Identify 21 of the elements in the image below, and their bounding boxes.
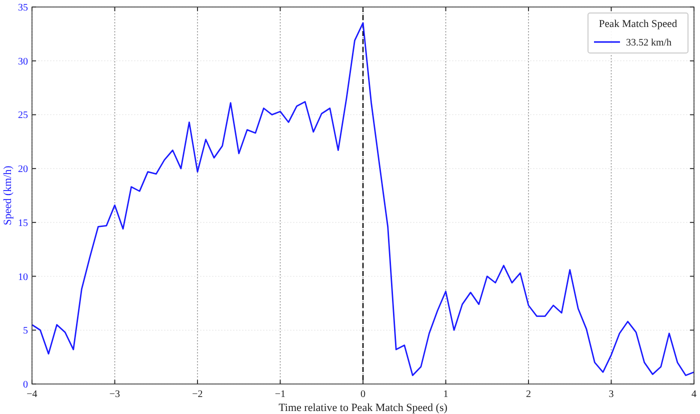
x-tick-label: 3 xyxy=(608,389,614,400)
y-tick-label: 30 xyxy=(18,56,28,68)
y-axis-title: Speed (km/h) xyxy=(2,165,14,226)
x-tick-label: −3 xyxy=(109,389,120,400)
y-tick-label: 15 xyxy=(18,218,28,229)
x-tick-label: 1 xyxy=(443,389,448,400)
x-tick-label: 0 xyxy=(360,389,366,400)
legend-title: Peak Match Speed xyxy=(598,19,678,30)
y-tick-label: 35 xyxy=(18,2,28,14)
y-tick-label: 0 xyxy=(23,380,28,390)
y-tick-label: 20 xyxy=(18,164,28,176)
y-tick-label: 10 xyxy=(18,272,28,283)
legend-label: 33.52 km/h xyxy=(626,38,672,48)
x-tick-label: −1 xyxy=(274,389,286,400)
y-tick-label: 25 xyxy=(18,110,28,122)
x-tick-label: −4 xyxy=(26,389,38,400)
x-tick-label: 4 xyxy=(692,389,696,400)
x-axis-title: Time relative to Peak Match Speed (s) xyxy=(278,402,448,414)
y-tick-label: 5 xyxy=(23,326,28,337)
x-tick-label: 2 xyxy=(526,389,531,400)
x-tick-label: −2 xyxy=(192,389,203,400)
